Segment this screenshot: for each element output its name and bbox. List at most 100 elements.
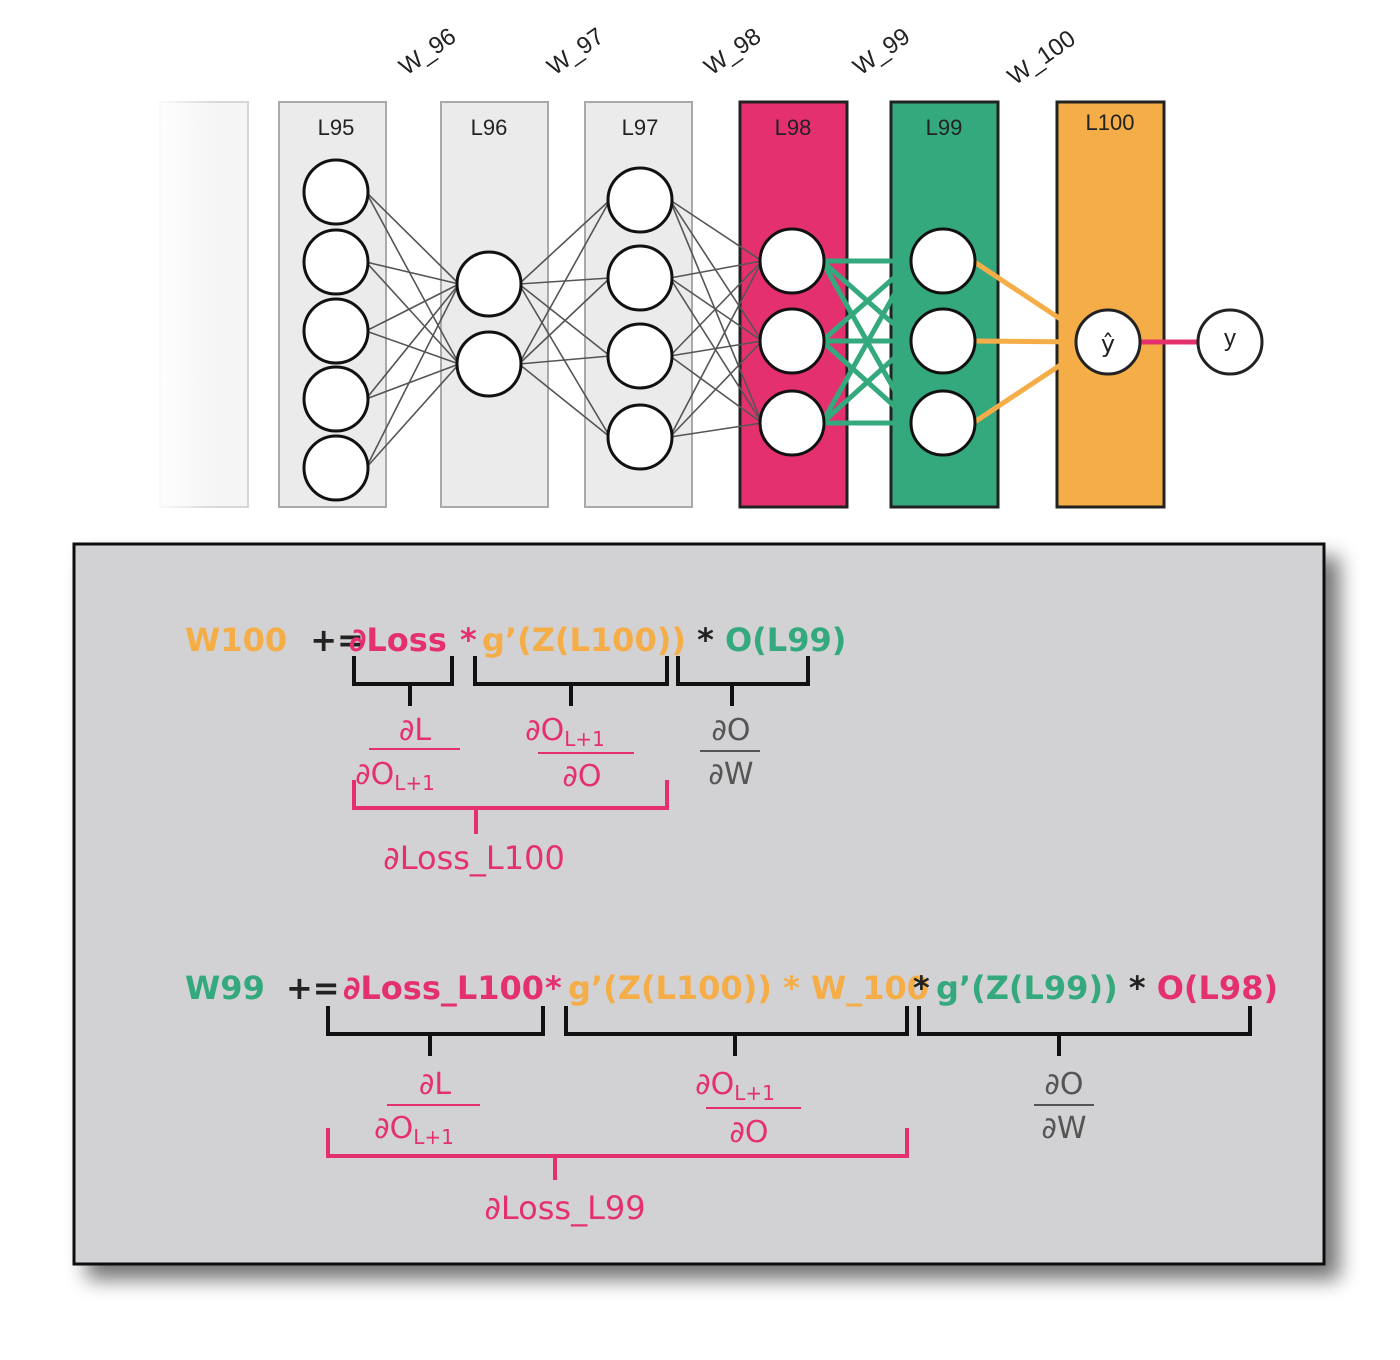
node-L96-1	[455, 330, 523, 398]
edge-L99-L100-0	[971, 258, 1082, 335]
eq2-group-label: ∂Loss_L99	[484, 1189, 645, 1227]
eq1-star2: *	[697, 621, 714, 659]
eq2-frac2-num-sub: L+1	[734, 1081, 775, 1105]
weight-label-w97: W_97	[542, 23, 609, 81]
eq1-frac2-num-main: ∂O	[525, 713, 564, 748]
edge-L95-L96-3-1	[365, 363, 460, 400]
edge-L96-L97-1-0	[518, 199, 611, 365]
y-node	[1196, 308, 1264, 376]
eq2-frac3-num: ∂O	[1044, 1067, 1083, 1102]
node-L99-2	[909, 389, 977, 457]
weight-label-w99: W_99	[848, 23, 915, 81]
edge-L97-L98-0-2	[669, 199, 763, 424]
equation-2: W99 += ∂Loss_L100 * g’(Z(L100)) * W_100 …	[185, 969, 1278, 1227]
layer-label-L96: L96	[471, 115, 508, 140]
eq2-output: O(L98)	[1157, 969, 1278, 1007]
eq1-star1: *	[460, 621, 477, 659]
node-L99-0	[909, 227, 977, 295]
eq2-frac1-den: ∂OL+1	[374, 1111, 454, 1149]
edge-L97-L98-1-0	[669, 260, 763, 279]
node-L95-4	[302, 434, 370, 502]
layer-label-L100: L100	[1086, 110, 1135, 135]
node-L95-0	[302, 158, 370, 226]
yhat-node	[1074, 308, 1142, 376]
eq1-lhs: W100	[185, 621, 287, 659]
eq1-group-label: ∂Loss_L100	[383, 839, 565, 877]
eq2-bracket-3	[917, 1006, 1252, 1056]
equation-panel	[72, 542, 1326, 1266]
edge-L98-L99-2-0	[819, 259, 916, 425]
edge-L97-L98-2-0	[669, 260, 763, 357]
eq1-group-bracket	[352, 780, 669, 834]
edge-L97-L98-0-0	[669, 199, 763, 262]
edge-L96-L97-0-0	[518, 199, 611, 285]
eq1-frac1-den-sub: L+1	[394, 771, 435, 795]
eq2-dloss: ∂Loss_L100	[343, 969, 544, 1007]
node-L98-0	[758, 227, 826, 295]
edge-L98-L99-2-1	[820, 339, 915, 425]
eq2-group-bracket	[326, 1128, 909, 1180]
edge-L96-L97-1-2	[518, 355, 611, 365]
eq1-output: O(L99)	[725, 621, 846, 659]
eq2-star2: *	[913, 969, 930, 1007]
eq2-frac2-num: ∂OL+1	[695, 1067, 775, 1105]
eq1-op: +=	[310, 621, 364, 659]
node-L97-1	[606, 244, 674, 312]
layer-L98-box	[738, 100, 849, 509]
eq2-gprime-w: g’(Z(L100)) * W_100	[568, 969, 929, 1007]
edge-L95-L96-4-0	[365, 283, 460, 469]
eq1-gprime: g’(Z(L100))	[482, 621, 686, 659]
eq2-star3: *	[1129, 969, 1146, 1007]
eq1-frac1-den-main: ∂O	[355, 757, 394, 792]
edge-L97-L98-3-0	[669, 260, 763, 438]
edge-L98-L99-1-0	[820, 259, 915, 343]
node-L97-0	[606, 166, 674, 234]
weight-label-w100: W_100	[1003, 25, 1081, 91]
eq1-frac3-den: ∂W	[708, 757, 753, 792]
eq1-bracket-3	[676, 656, 810, 706]
y-label: y	[1224, 325, 1236, 352]
edge-L97-L98-3-1	[669, 340, 763, 438]
eq2-bracket-1	[326, 1006, 545, 1056]
node-L98-1	[758, 307, 826, 375]
edge-L96-L97-1-1	[518, 277, 611, 365]
eq2-frac1-num: ∂L	[419, 1067, 452, 1102]
edge-L97-L98-0-1	[669, 199, 763, 342]
node-L96-0	[455, 250, 523, 318]
edge-L95-L96-1-0	[365, 261, 460, 285]
eq2-bracket-2	[564, 1006, 909, 1056]
weight-label-w96: W_96	[394, 23, 461, 81]
eq1-dloss: ∂Loss	[349, 621, 447, 659]
edge-L95-L96-2-0	[365, 283, 460, 332]
eq1-expression: W100 += ∂Loss * g’(Z(L100)) * O(L99)	[185, 621, 846, 659]
eq2-frac2-den: ∂O	[729, 1115, 768, 1150]
edge-L95-L96-0-0	[365, 191, 460, 285]
eq2-frac1-den-main: ∂O	[374, 1111, 413, 1146]
eq2-op: +=	[286, 969, 340, 1007]
edge-L95-L96-4-1	[365, 363, 460, 469]
weight-label-w98: W_98	[699, 23, 766, 81]
edge-L97-L98-3-2	[669, 422, 763, 438]
eq2-frac1-den-sub: L+1	[413, 1125, 454, 1149]
edge-L99-L100-2	[971, 349, 1082, 426]
edge-L96-L97-1-3	[518, 363, 611, 438]
node-L98-2	[758, 389, 826, 457]
layer-L100-box	[1055, 100, 1166, 509]
edge-L95-L96-1-1	[365, 261, 460, 365]
equation-1: W100 += ∂Loss * g’(Z(L100)) * O(L99) ∂L …	[185, 621, 846, 877]
eq2-frac2-num-main: ∂O	[695, 1067, 734, 1102]
node-L95-1	[302, 228, 370, 296]
node-L97-3	[606, 403, 674, 471]
layer-faded-mask	[150, 95, 220, 515]
layer-label-L99: L99	[926, 115, 963, 140]
edge-L99-L100-1	[972, 338, 1081, 345]
network: L95 L96 L97 L98 L99 L100 W_96 W_97 W_98 …	[150, 23, 1264, 515]
eq1-frac3-num: ∂O	[711, 713, 750, 748]
eq2-frac3-den: ∂W	[1041, 1111, 1086, 1146]
edge-L95-L96-3-0	[365, 283, 460, 400]
eq1-frac2-num: ∂OL+1	[525, 713, 605, 751]
eq1-frac2-num-sub: L+1	[564, 727, 605, 751]
eq1-frac1-num: ∂L	[399, 713, 432, 748]
eq2-gprime-l99: g’(Z(L99))	[936, 969, 1118, 1007]
